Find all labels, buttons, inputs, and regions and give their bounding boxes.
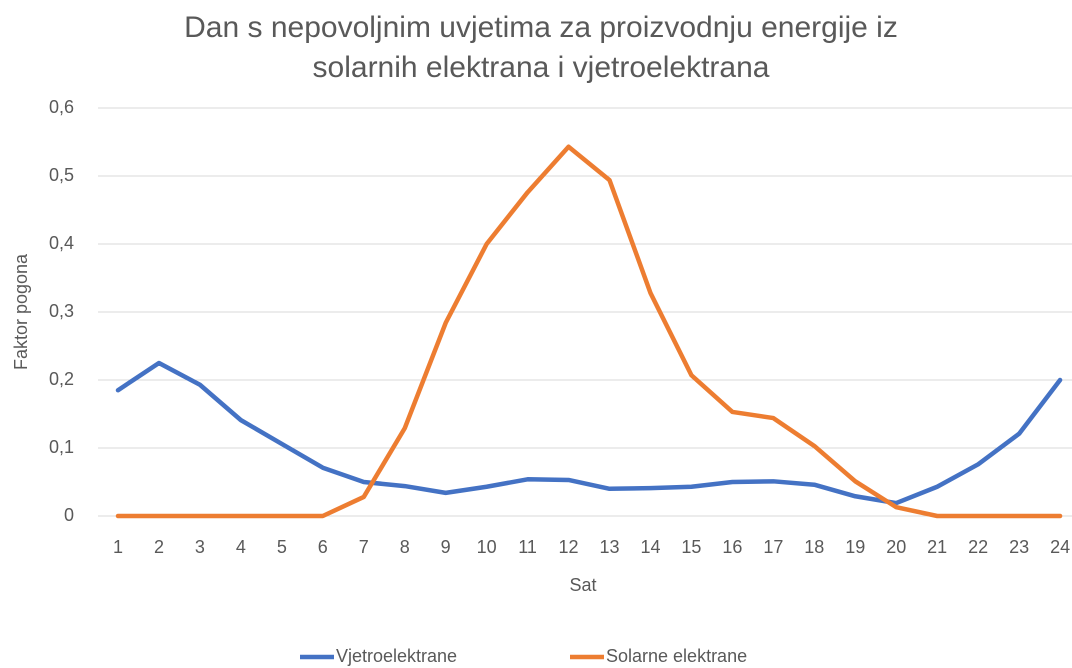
legend-label: Vjetroelektrane xyxy=(336,646,457,666)
x-tick-label: 4 xyxy=(236,537,246,557)
x-tick-label: 24 xyxy=(1050,537,1070,557)
x-tick-label: 12 xyxy=(559,537,579,557)
y-tick-label: 0,6 xyxy=(49,97,74,117)
x-tick-label: 8 xyxy=(400,537,410,557)
x-tick-label: 7 xyxy=(359,537,369,557)
x-tick-label: 22 xyxy=(968,537,988,557)
x-tick-label: 19 xyxy=(845,537,865,557)
x-tick-label: 6 xyxy=(318,537,328,557)
x-tick-label: 9 xyxy=(441,537,451,557)
y-axis-label: Faktor pogona xyxy=(11,253,31,370)
series-line xyxy=(115,360,1063,506)
x-tick-label: 21 xyxy=(927,537,947,557)
x-tick-label: 2 xyxy=(154,537,164,557)
x-tick-label: 16 xyxy=(722,537,742,557)
y-tick-label: 0,2 xyxy=(49,369,74,389)
x-tick-label: 10 xyxy=(477,537,497,557)
x-tick-label: 1 xyxy=(113,537,123,557)
y-tick-label: 0,5 xyxy=(49,165,74,185)
x-tick-label: 3 xyxy=(195,537,205,557)
x-tick-label: 20 xyxy=(886,537,906,557)
x-tick-label: 11 xyxy=(518,537,537,557)
series-line xyxy=(115,144,1063,519)
y-tick-label: 0,1 xyxy=(49,437,74,457)
y-tick-label: 0,4 xyxy=(49,233,74,253)
y-tick-label: 0 xyxy=(64,505,74,525)
y-tick-label: 0,3 xyxy=(49,301,74,321)
x-tick-label: 18 xyxy=(804,537,824,557)
x-tick-label: 15 xyxy=(681,537,701,557)
legend-label: Solarne elektrane xyxy=(606,646,747,666)
x-axis-label: Sat xyxy=(569,575,596,595)
x-tick-label: 17 xyxy=(763,537,783,557)
x-tick-label: 23 xyxy=(1009,537,1029,557)
x-tick-label: 14 xyxy=(640,537,660,557)
chart-title: Dan s nepovoljnim uvjetima za proizvodnj… xyxy=(184,11,898,84)
x-tick-label: 5 xyxy=(277,537,287,557)
x-tick-label: 13 xyxy=(600,537,620,557)
